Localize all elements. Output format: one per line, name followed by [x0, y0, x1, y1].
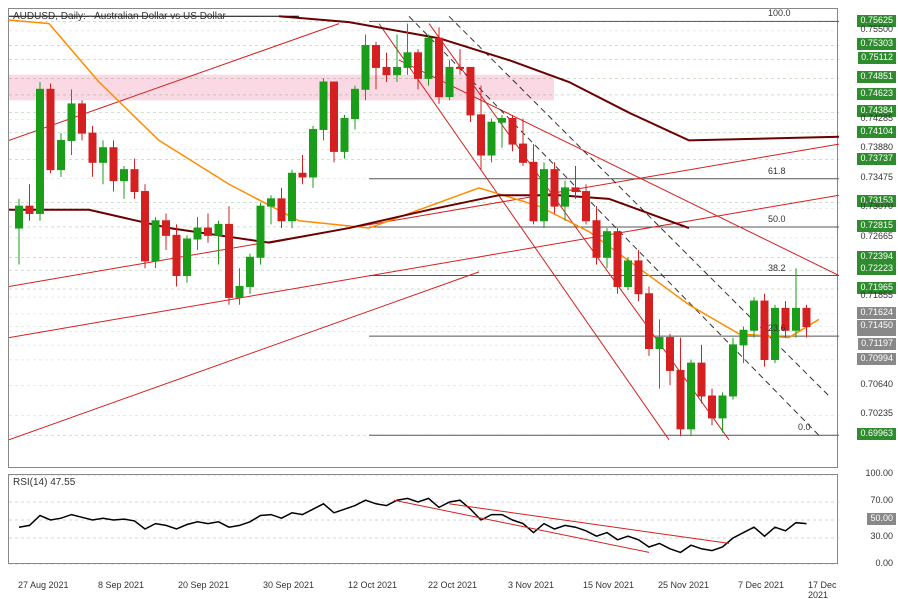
price-tag: 0.73737 [857, 153, 896, 165]
rsi-level-label: 30.00 [867, 531, 896, 543]
date-label: 22 Oct 2021 [428, 580, 477, 590]
date-axis-labels: 27 Aug 2021 8 Sep 2021 20 Sep 2021 30 Sep 2… [8, 580, 838, 595]
date-label: 7 Dec 2021 [738, 580, 784, 590]
rsi-axis-labels: 0.0030.0050.0070.00100.0050.00 [840, 474, 898, 564]
price-tag: 0.72223 [857, 263, 896, 275]
fib-level-label: 23.6 [768, 323, 786, 333]
rsi-level-label: 70.00 [867, 495, 896, 507]
rsi-level-label: 0.00 [872, 558, 896, 570]
date-label: 8 Sep 2021 [98, 580, 144, 590]
price-tag: 0.71855 [857, 290, 896, 302]
price-tag: 0.73880 [857, 142, 896, 154]
price-tag: 0.70235 [857, 408, 896, 420]
price-axis-labels: 0.756250.753030.751120.748510.746230.743… [840, 8, 898, 468]
rsi-title: RSI(14) 47.55 [13, 477, 75, 488]
date-label: 25 Nov 2021 [658, 580, 709, 590]
price-tag: 0.75303 [857, 38, 896, 50]
rsi-indicator-chart[interactable]: RSI(14) 47.55 [8, 474, 838, 564]
price-tag: 0.71450 [857, 320, 896, 332]
date-label: 17 Dec 2021 [808, 580, 838, 599]
price-tag: 0.70994 [857, 353, 896, 365]
chart-title: AUDUSD, Daily: - Australian Dollar vs US… [13, 11, 226, 22]
price-tag: 0.72394 [857, 251, 896, 263]
price-tag: 0.70640 [857, 379, 896, 391]
price-tag: 0.72665 [857, 231, 896, 243]
price-tag: 0.74285 [857, 113, 896, 125]
price-tag: 0.71197 [858, 338, 896, 350]
fib-level-label: 38.2 [768, 263, 786, 273]
price-tag: 0.69963 [857, 428, 896, 440]
date-label: 30 Sep 2021 [263, 580, 314, 590]
main-chart-svg [9, 9, 839, 469]
price-tag: 0.74623 [857, 88, 896, 100]
date-label: 12 Oct 2021 [348, 580, 397, 590]
fib-level-label: 50.0 [768, 214, 786, 224]
price-tag: 0.74851 [857, 71, 896, 83]
main-price-chart[interactable]: AUDUSD, Daily: - Australian Dollar vs US… [8, 8, 838, 468]
fib-level-label: 61.8 [768, 166, 786, 176]
rsi-level-label: 100.00 [862, 468, 896, 480]
price-tag: 0.74104 [857, 126, 896, 138]
date-label: 27 Aug 2021 [18, 580, 69, 590]
date-label: 15 Nov 2021 [583, 580, 634, 590]
rsi-chart-svg [9, 475, 839, 565]
fib-level-label: 100.0 [768, 8, 791, 18]
price-tag: 0.75112 [858, 52, 896, 64]
fib-level-label: 0.0 [798, 422, 811, 432]
date-label: 3 Nov 2021 [508, 580, 554, 590]
price-tag: 0.73070 [857, 201, 896, 213]
price-tag: 0.75500 [857, 24, 896, 36]
chart-root: AUDUSD, Daily: - Australian Dollar vs US… [0, 0, 898, 599]
date-label: 20 Sep 2021 [178, 580, 229, 590]
rsi-current-tag: 50.00 [867, 513, 896, 525]
price-tag: 0.73475 [857, 172, 896, 184]
price-tag: 0.71624 [857, 307, 896, 319]
